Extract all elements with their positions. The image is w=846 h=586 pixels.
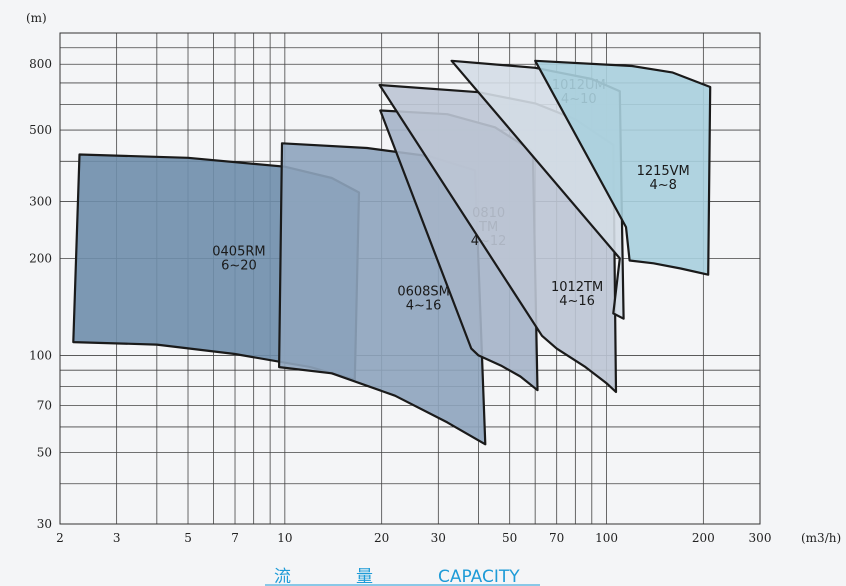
y-tick-label: 500 xyxy=(29,123,52,137)
y-tick-label: 100 xyxy=(29,348,52,362)
zone-label: 1012TM xyxy=(551,280,603,295)
x-tick-label: 20 xyxy=(374,531,389,545)
zone-label: 6~20 xyxy=(221,258,257,273)
zone-label: 4~8 xyxy=(649,178,676,193)
x-tick-label: 3 xyxy=(113,531,121,545)
y-tick-label: 50 xyxy=(37,445,52,459)
x-tick-label: 30 xyxy=(431,531,446,545)
x-axis-title-cn-1: 流 xyxy=(274,567,291,586)
x-axis-title-cn-2: 量 xyxy=(356,567,373,586)
plot-frame xyxy=(59,32,761,525)
x-tick-label: 10 xyxy=(277,531,292,545)
y-tick-label: 30 xyxy=(37,517,52,531)
y-tick-label: 200 xyxy=(29,251,52,265)
y-tick-label: 70 xyxy=(37,398,52,412)
y-tick-labels: 30 50 70 100 200 300 500 800 xyxy=(29,57,52,531)
pump-zones: 0405RM6~200608SM4~160810TM4~121012TM4~16… xyxy=(72,59,712,446)
x-tick-label: 50 xyxy=(502,531,517,545)
x-tick-label: 300 xyxy=(749,531,772,545)
y-tick-label: 800 xyxy=(29,57,52,71)
x-axis-title-en: CAPACITY xyxy=(438,567,520,586)
zone-label: 1215VM xyxy=(637,164,690,179)
x-tick-label: 100 xyxy=(595,531,618,545)
x-unit-label: (m3/h) xyxy=(801,531,841,545)
y-tick-label: 300 xyxy=(29,195,52,209)
zone-label: 0608SM xyxy=(397,285,450,300)
zone-label: 4~16 xyxy=(406,299,442,314)
zone-area xyxy=(534,59,712,276)
x-tick-label: 70 xyxy=(549,531,564,545)
zone-label: 0405RM xyxy=(212,244,265,259)
zone-label: 4~16 xyxy=(559,294,595,309)
x-tick-labels: 2 3 5 7 10 20 30 50 70 100 200 300 xyxy=(56,531,771,545)
y-unit-label: (m) xyxy=(26,11,47,25)
x-tick-label: 5 xyxy=(184,531,192,545)
x-tick-label: 200 xyxy=(692,531,715,545)
x-tick-label: 2 xyxy=(56,531,64,545)
x-tick-label: 7 xyxy=(231,531,239,545)
